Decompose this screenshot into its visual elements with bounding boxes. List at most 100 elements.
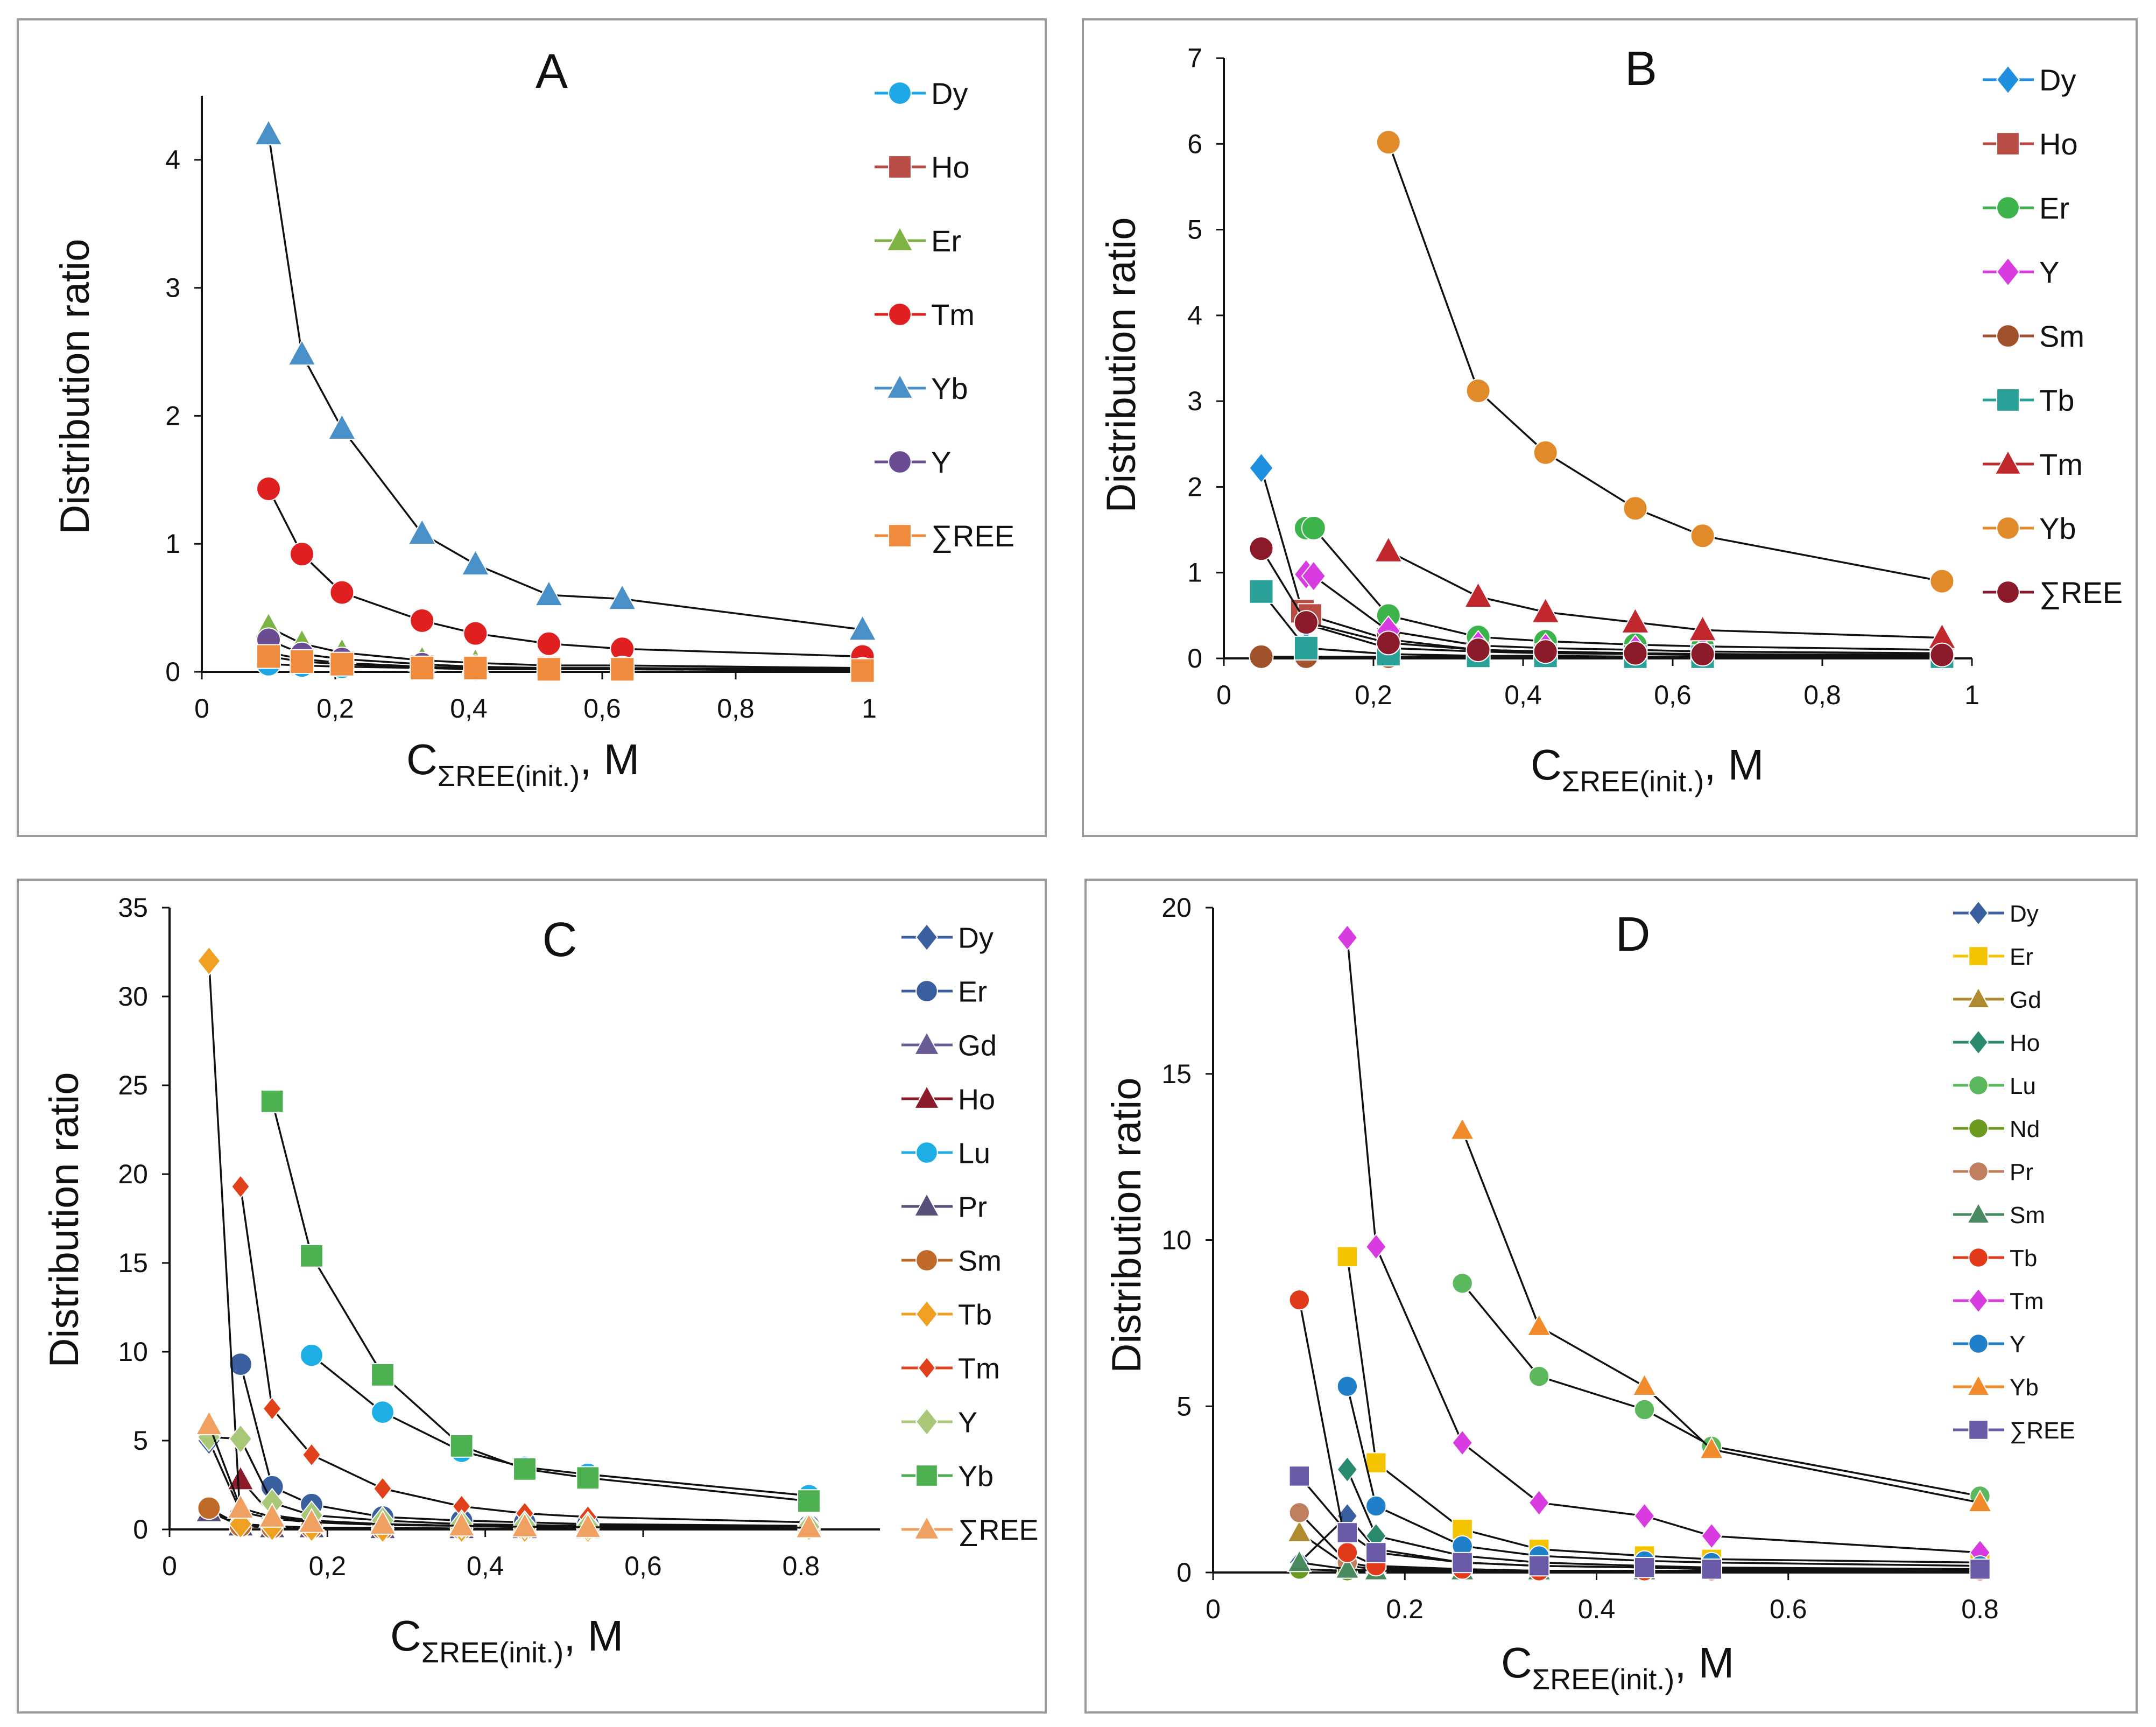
chart-d-data-point <box>1701 1522 1723 1550</box>
chart-d-legend-item: Pr <box>1953 1159 2033 1185</box>
chart-b-series-line <box>1387 142 1942 582</box>
chart-c-legend-label: Lu <box>958 1137 990 1169</box>
chart-b-x-tick-label: 0,2 <box>1355 680 1392 710</box>
chart-d-data-point <box>1336 1542 1358 1563</box>
chart-d-data-point <box>1633 1503 1655 1530</box>
chart-c-series-line <box>311 1354 809 1497</box>
chart-c-x-label: CΣREE(init.), M <box>390 1612 623 1669</box>
chart-d-series-Y <box>1336 1375 1991 1577</box>
chart-b-series-line <box>1260 548 1942 656</box>
chart-c-legend-marker <box>915 1407 939 1436</box>
chart-d-legend-label: Yb <box>2010 1374 2039 1401</box>
chart-a-data-point <box>608 583 637 610</box>
chart-d-data-point <box>1633 1399 1655 1421</box>
chart-b-legend-label: Tm <box>2039 447 2083 481</box>
chart-b-data-point <box>1293 635 1319 661</box>
chart-b-series-line <box>1260 591 1942 658</box>
chart-b-data-point <box>1249 644 1274 669</box>
chart-d-legend-label: Dy <box>2010 901 2039 927</box>
chart-b-legend-item: Er <box>1983 191 2069 225</box>
chart-c-data-point <box>229 1352 252 1376</box>
chart-d-data-point <box>1452 1273 1473 1294</box>
chart-c-legend-item: Pr <box>901 1191 987 1223</box>
chart-d-series-Ho <box>1336 1456 1991 1583</box>
chart-panel-a: 0 1 2 3 4 0 0,2 0,4 0,6 0,8 1 A Distribution ratio CΣ… <box>17 18 1047 837</box>
chart-d-data-point <box>1632 1373 1657 1396</box>
chart-a-series-∑REE <box>256 644 875 683</box>
chart-b-data-point <box>1249 579 1274 604</box>
chart-c-legend-label: Tb <box>958 1298 992 1331</box>
chart-d-data-point <box>1336 924 1358 951</box>
chart-d-x-tick-label: 0.2 <box>1386 1594 1424 1624</box>
chart-b-data-point <box>1533 639 1558 664</box>
chart-a-series-line <box>268 626 863 669</box>
chart-c-data-point <box>230 1174 251 1199</box>
chart-b-data-point <box>1531 596 1560 623</box>
chart-c-legend-marker <box>915 1464 938 1487</box>
chart-d-series-Lu <box>1452 1273 1991 1507</box>
chart-b-legend-label: Er <box>2039 191 2069 225</box>
chart-d-legend-marker <box>1968 946 1989 966</box>
chart-b-y-tick-label: 0 <box>1187 643 1202 673</box>
chart-b-legend-marker <box>1996 196 2020 220</box>
chart-b-series-∑REE <box>1249 536 1955 668</box>
chart-c-series-∑REE <box>195 1410 823 1539</box>
chart-d-x-label: CΣREE(init.), M <box>1501 1639 1734 1696</box>
chart-c-legend-marker <box>913 1031 940 1055</box>
chart-b-data-point <box>1301 560 1327 592</box>
chart-b-y-tick-label: 3 <box>1187 386 1202 416</box>
chart-panel-c: 0 5 10 15 20 25 30 35 0 0,2 0,4 0,6 0.8 C Distribution… <box>17 879 1047 1714</box>
chart-c-data-point <box>576 1466 600 1490</box>
chart-b-title: B <box>1625 42 1657 96</box>
chart-a-x-tick-label: 0,8 <box>717 693 755 724</box>
chart-c-legend-label: Yb <box>958 1460 994 1492</box>
chart-c-y-tick-label: 10 <box>118 1337 148 1367</box>
chart-c-legend-marker <box>915 923 939 952</box>
chart-b-legend-marker <box>1994 449 2022 475</box>
chart-d-legend-item: Gd <box>1953 986 2041 1013</box>
chart-c-data-point <box>369 1509 397 1535</box>
chart-a-data-point <box>536 657 561 682</box>
chart-d-y-tick-label: 10 <box>1161 1225 1192 1255</box>
chart-c-y-tick-label: 35 <box>118 893 148 923</box>
chart-a-y-tick-label: 4 <box>165 145 180 175</box>
chart-a-data-point <box>287 339 316 366</box>
chart-d-legend-item: Dy <box>1953 900 2039 927</box>
chart-d-series-Yb <box>1449 1117 1993 1513</box>
chart-b-y-tick-label: 4 <box>1187 300 1202 331</box>
chart-c-series-line <box>271 1101 809 1502</box>
chart-c-y-tick-label: 25 <box>118 1070 148 1100</box>
chart-c-y-tick-label: 15 <box>118 1248 148 1278</box>
chart-a-data-point <box>461 549 490 576</box>
chart-a-legend-item: ∑REE <box>875 519 1014 553</box>
chart-d-legend-item: Er <box>1953 944 2033 970</box>
chart-b-legend-item: Ho <box>1983 127 2078 161</box>
chart-d-legend-label: Lu <box>2010 1073 2036 1099</box>
chart-c-data-point <box>447 1511 476 1537</box>
chart-c-data-point <box>511 1512 539 1538</box>
chart-a-data-point <box>290 542 314 567</box>
chart-b-legend-item: Dy <box>1983 63 2076 97</box>
chart-c-legend-item: Gd <box>901 1029 997 1062</box>
chart-d-data-point <box>1526 1313 1552 1336</box>
chart-d-legend-item: Tm <box>1953 1288 2044 1315</box>
chart-a-legend-item: Dy <box>875 76 968 110</box>
chart-c-data-point <box>371 1400 394 1424</box>
chart-c-data-point <box>298 1507 326 1533</box>
chart-c-data-point <box>300 1244 323 1268</box>
chart-d-legend-label: Tm <box>2010 1288 2044 1315</box>
chart-a-legend-label: Ho <box>931 150 970 184</box>
chart-b-x-label: CΣREE(init.), M <box>1531 741 1764 798</box>
chart-c-data-point <box>258 1502 286 1528</box>
chart-b-data-point <box>1620 607 1650 634</box>
chart-a-y-tick-label: 2 <box>165 401 180 431</box>
chart-d-x-tick-label: 0.4 <box>1578 1594 1616 1624</box>
chart-a-svg: 0 1 2 3 4 0 0,2 0,4 0,6 0,8 1 A Distribution ratio CΣ… <box>52 45 1014 792</box>
chart-d-data-point <box>1528 1489 1550 1517</box>
chart-a-x-tick-label: 0 <box>194 693 209 724</box>
chart-c-legend-item: Tm <box>901 1352 1000 1385</box>
chart-a-data-point <box>329 651 355 677</box>
chart-c-data-point <box>197 946 221 976</box>
chart-d-series-line <box>1346 1256 1981 1564</box>
chart-b-legend-label: Yb <box>2039 511 2076 545</box>
